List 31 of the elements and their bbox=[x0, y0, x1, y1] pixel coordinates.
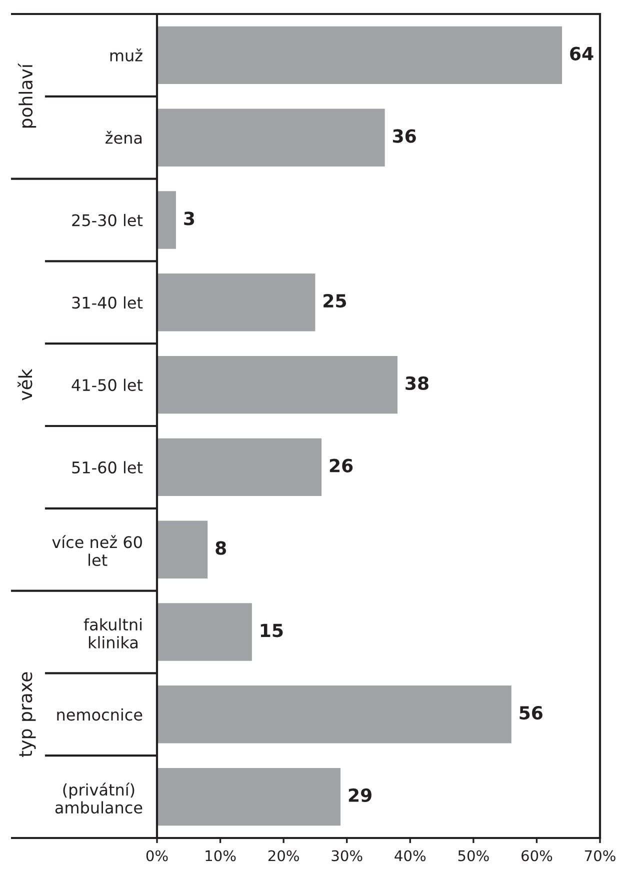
text: pohlaví bbox=[18, 63, 36, 128]
x-tick-label: 10% bbox=[206, 850, 236, 862]
x-tick-label: 60% bbox=[522, 850, 552, 862]
data-label: 8 bbox=[216, 541, 226, 555]
x-tick-label: 70% bbox=[584, 850, 616, 862]
data-label: 15 bbox=[260, 624, 283, 638]
data-label: 56 bbox=[520, 706, 542, 720]
x-tick-label: 20% bbox=[268, 850, 299, 862]
data-label: 3 bbox=[184, 212, 194, 226]
data-label: 25 bbox=[324, 294, 346, 308]
y-tick-label: 51-60 let bbox=[72, 461, 143, 474]
data-label: 26 bbox=[330, 458, 353, 472]
data-label: 29 bbox=[348, 788, 372, 802]
y-tick-label: 41-50 let bbox=[72, 378, 143, 392]
y-tick-label: fakultni klinika bbox=[84, 618, 142, 648]
y-tick-label: (privátní) ambulance bbox=[55, 782, 142, 814]
x-tick-label: 50% bbox=[458, 850, 489, 862]
y-tick-label: žena bbox=[106, 130, 142, 144]
text: věk bbox=[18, 368, 32, 400]
x-tick-label: 40% bbox=[394, 850, 426, 862]
data-label: 36 bbox=[392, 129, 416, 143]
y-tick-label: více než 60 let bbox=[52, 535, 142, 566]
x-tick-label: 30% bbox=[332, 850, 362, 862]
y-tick-label: 31-40 let bbox=[72, 296, 143, 309]
y-tick-label: muž bbox=[110, 48, 142, 62]
data-label: 38 bbox=[406, 376, 428, 390]
data-label: 64 bbox=[570, 46, 594, 60]
y-tick-label: 25-30 let bbox=[72, 214, 143, 226]
y-tick-label: nemocnice bbox=[57, 708, 142, 721]
text: typ praxe bbox=[19, 672, 36, 757]
x-tick-label: 0% bbox=[146, 850, 168, 862]
